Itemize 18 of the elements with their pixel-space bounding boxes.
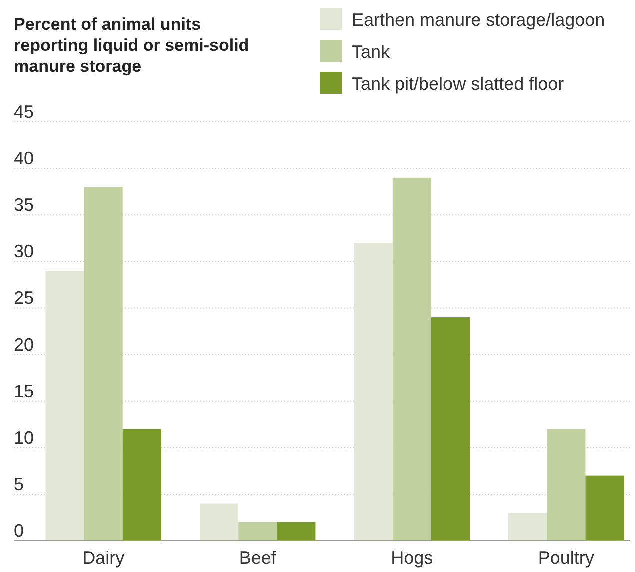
y-tick-label: 30 [14, 242, 34, 262]
legend-label: Earthen manure storage/lagoon [352, 10, 606, 30]
x-tick-label: Hogs [391, 548, 434, 568]
x-tick-label: Beef [239, 548, 278, 568]
y-tick-label: 35 [14, 195, 34, 216]
y-tick-label: 25 [14, 288, 34, 308]
y-axis-title: Percent of animal units reporting liquid or semi-solid manure storage [14, 15, 250, 76]
legend-label: Tank pit/below slatted floor [352, 74, 564, 94]
y-tick-label: 40 [14, 148, 34, 169]
y-tick-label: 45 [14, 102, 34, 122]
y-tick-label: 5 [14, 474, 24, 494]
y-tick-label: 0 [14, 521, 24, 541]
legend-label: Tank [352, 42, 392, 62]
y-tick-label: 20 [14, 334, 34, 355]
x-tick-label: Dairy [82, 548, 125, 568]
y-tick-label: 15 [14, 381, 34, 402]
x-tick-label: Poultry [538, 548, 594, 568]
y-tick-label: 10 [14, 428, 34, 448]
